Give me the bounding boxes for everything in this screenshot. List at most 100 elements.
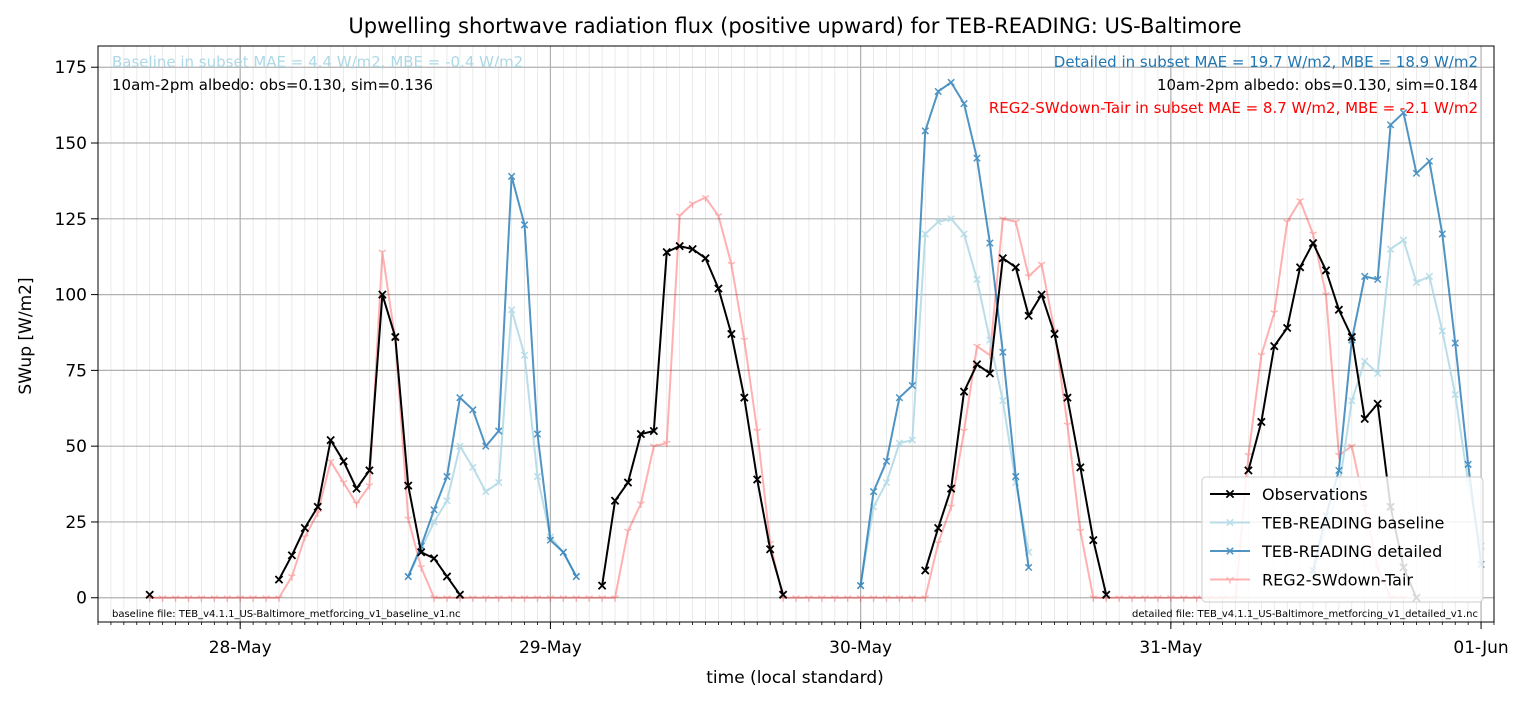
observations-point bbox=[1024, 311, 1033, 321]
legend-entries: Observations TEB-READING baseline TEB-READ… bbox=[1210, 485, 1444, 590]
teb-reading-baseline-point bbox=[1425, 272, 1434, 281]
baseline-albedo-annotation: 10am-2pm albedo: obs=0.130, sim=0.136 bbox=[112, 76, 433, 94]
reg2-swdown-tair-point bbox=[701, 194, 710, 202]
reg2-swdown-tair-point bbox=[895, 595, 904, 602]
observations-point bbox=[300, 523, 310, 533]
reg2-swdown-tair-point bbox=[1024, 273, 1033, 281]
reg2-swdown-tair-point bbox=[417, 564, 425, 572]
teb-reading-detailed-point bbox=[1425, 157, 1434, 165]
legend-entry-reg2-swdown-tair: REG2-SWdown-Tair bbox=[1210, 571, 1413, 590]
reg2-swdown-tair-point bbox=[1283, 219, 1292, 226]
teb-reading-baseline-point bbox=[921, 230, 929, 238]
reg2-swdown-tair-point bbox=[1037, 261, 1046, 269]
teb-reading-detailed-point bbox=[494, 427, 503, 435]
teb-reading-baseline-point bbox=[1451, 390, 1459, 399]
reg2-swdown-tair-point bbox=[1257, 352, 1266, 360]
reg2-swdown-tair-point bbox=[275, 595, 283, 602]
observations-point bbox=[1089, 535, 1098, 545]
reg2-swdown-tair-point bbox=[882, 595, 891, 602]
observations-point bbox=[1050, 329, 1059, 339]
legend-swatch-marker bbox=[1226, 547, 1234, 555]
legend-entry-teb-reading-detailed: TEB-READING detailed bbox=[1210, 542, 1442, 561]
reg2-swdown-tair-point bbox=[197, 595, 206, 602]
detailed-stats-annotation: Detailed in subset MAE = 19.7 W/m2, MBE … bbox=[1054, 53, 1478, 71]
observations-point bbox=[313, 502, 322, 512]
y-tick-label: 125 bbox=[55, 210, 87, 230]
reg2-swdown-tair-point bbox=[947, 504, 955, 511]
teb-reading-baseline-line bbox=[1312, 239, 1483, 575]
observations-point bbox=[597, 581, 607, 590]
teb-reading-detailed-point bbox=[1386, 121, 1395, 129]
reg2-swdown-tair-point bbox=[1244, 452, 1253, 460]
teb-reading-baseline-point bbox=[999, 396, 1007, 405]
observations-point bbox=[1360, 414, 1369, 424]
teb-reading-detailed-point bbox=[999, 348, 1007, 356]
observations-point bbox=[287, 551, 297, 560]
teb-reading-detailed-point bbox=[1438, 230, 1447, 238]
observations-point bbox=[1037, 290, 1046, 299]
observations-point bbox=[1308, 238, 1318, 248]
reg2-swdown-tair-point bbox=[934, 540, 943, 548]
observations-point bbox=[649, 426, 659, 436]
observations-point bbox=[1321, 266, 1331, 275]
observations-point bbox=[1244, 466, 1253, 475]
reg2-swdown-tair-point bbox=[637, 501, 645, 508]
observations-point bbox=[688, 244, 697, 254]
observations-point bbox=[352, 484, 361, 493]
observations-point bbox=[416, 548, 426, 557]
reg2-swdown-tair-point bbox=[559, 595, 568, 602]
teb-reading-detailed-line bbox=[859, 81, 1030, 587]
observations-point bbox=[1257, 417, 1266, 427]
reg2-swdown-tair-point bbox=[998, 216, 1007, 223]
teb-reading-baseline-point bbox=[1386, 245, 1395, 253]
reg2-swdown-tair-point bbox=[210, 595, 219, 602]
reg2-swdown-tair-point bbox=[1296, 198, 1304, 205]
observations-point bbox=[610, 496, 620, 505]
teb-reading-detailed-point bbox=[882, 457, 891, 466]
legend-swatch-marker bbox=[1225, 489, 1235, 499]
observations-point bbox=[391, 332, 400, 342]
legend-label: Observations bbox=[1262, 485, 1368, 504]
reg2-swdown-tair-point bbox=[443, 595, 451, 602]
teb-reading-detailed-line bbox=[1312, 111, 1483, 572]
teb-reading-baseline-point bbox=[1438, 327, 1447, 335]
reg2-swdown-tair-point bbox=[494, 595, 503, 602]
reg2-swdown-tair-point bbox=[869, 595, 878, 602]
reg2-swdown-tair-point bbox=[1192, 595, 1201, 602]
teb-reading-detailed-point bbox=[856, 581, 865, 590]
teb-reading-detailed-point bbox=[986, 239, 994, 247]
teb-reading-detailed-point bbox=[1412, 169, 1421, 178]
legend-swatch-marker bbox=[1226, 518, 1234, 527]
observations-point bbox=[429, 554, 439, 563]
teb-reading-detailed-point bbox=[430, 506, 438, 514]
reg2-swdown-tair-point bbox=[1322, 291, 1330, 299]
observations-point bbox=[1347, 332, 1357, 342]
teb-reading-baseline-point bbox=[895, 439, 904, 447]
y-tick-label: 75 bbox=[65, 361, 87, 381]
teb-reading-baseline-point bbox=[1399, 236, 1408, 244]
y-tick-label: 150 bbox=[55, 134, 87, 154]
reg2-swdown-tair-point bbox=[262, 595, 270, 602]
reg2-swdown-tair-point bbox=[236, 595, 245, 602]
teb-reading-baseline-point bbox=[1361, 357, 1369, 366]
reg2-swdown-tair-point bbox=[1128, 595, 1136, 602]
teb-reading-detailed-point bbox=[869, 487, 878, 496]
observations-point bbox=[752, 475, 762, 484]
teb-reading-detailed-point bbox=[469, 406, 477, 414]
teb-reading-detailed-point bbox=[404, 572, 412, 581]
observations-point bbox=[455, 590, 465, 599]
teb-reading-detailed-line bbox=[407, 175, 578, 578]
legend-label: TEB-READING detailed bbox=[1261, 542, 1442, 561]
reg2-swdown-tair-point bbox=[921, 595, 930, 602]
legend-swatch bbox=[1210, 489, 1250, 499]
detailed-file-note: detailed file: TEB_v4.1.1_US-Baltimore_m… bbox=[1132, 609, 1478, 620]
reg2-swdown-tair-point bbox=[404, 516, 413, 523]
observations-point bbox=[1334, 305, 1344, 314]
teb-reading-baseline-point bbox=[533, 472, 542, 481]
teb-reading-detailed-point bbox=[482, 442, 490, 450]
observations-point bbox=[972, 360, 982, 369]
reg2-swdown-tair-point bbox=[1270, 310, 1279, 317]
observations-point bbox=[365, 466, 374, 475]
chart-title: Upwelling shortwave radiation flux (posi… bbox=[348, 14, 1241, 38]
teb-reading-detailed-point bbox=[1464, 460, 1472, 469]
